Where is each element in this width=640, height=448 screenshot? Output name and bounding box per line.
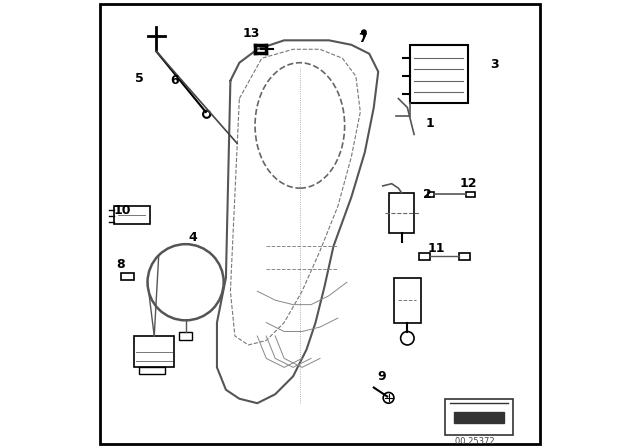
Bar bbox=[410, 45, 468, 103]
Bar bbox=[466, 192, 474, 197]
Text: 12: 12 bbox=[459, 177, 477, 190]
Bar bbox=[134, 336, 174, 367]
Bar bbox=[419, 253, 430, 260]
Text: 2: 2 bbox=[423, 188, 432, 202]
Text: 5: 5 bbox=[135, 72, 144, 85]
Text: 7: 7 bbox=[358, 31, 367, 45]
Bar bbox=[394, 278, 421, 323]
Bar bbox=[459, 253, 470, 260]
Bar bbox=[139, 367, 165, 374]
Text: 13: 13 bbox=[243, 27, 260, 40]
Bar bbox=[121, 273, 134, 280]
Text: 6: 6 bbox=[170, 74, 179, 87]
Text: 4: 4 bbox=[188, 231, 196, 244]
Text: 00 25372: 00 25372 bbox=[455, 437, 494, 446]
Text: 3: 3 bbox=[490, 58, 499, 72]
Text: 8: 8 bbox=[116, 258, 125, 271]
Bar bbox=[114, 206, 150, 224]
Bar bbox=[389, 193, 414, 233]
Bar bbox=[454, 412, 504, 423]
Text: 9: 9 bbox=[378, 370, 386, 383]
Text: 1: 1 bbox=[426, 116, 434, 130]
Bar bbox=[428, 192, 435, 197]
Bar bbox=[179, 332, 192, 340]
Text: 10: 10 bbox=[113, 204, 131, 217]
Bar bbox=[445, 399, 513, 435]
Circle shape bbox=[362, 30, 366, 34]
Text: 11: 11 bbox=[428, 242, 445, 255]
